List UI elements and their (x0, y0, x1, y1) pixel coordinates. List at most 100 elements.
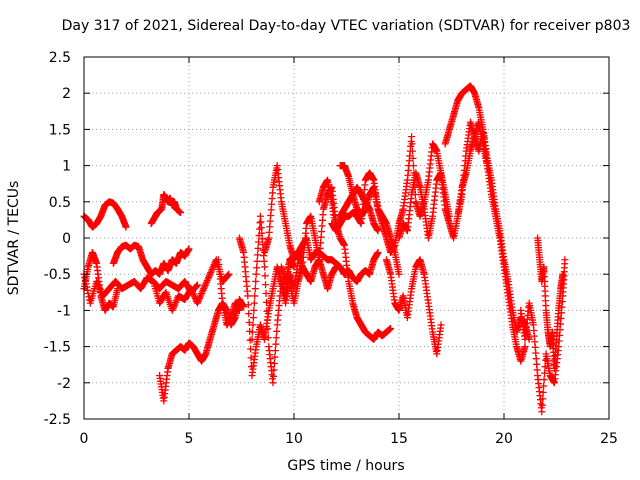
series-arc-6 (149, 256, 233, 314)
data-point (122, 223, 130, 231)
data-point (245, 310, 253, 318)
data-point (207, 269, 215, 277)
data-point (196, 293, 204, 301)
y-tick-label: -1 (57, 303, 71, 319)
data-point (408, 133, 416, 141)
data-point (202, 280, 210, 288)
data-point (561, 256, 569, 264)
x-tick-label: 0 (80, 431, 89, 447)
data-point (263, 307, 271, 315)
y-tick-label: 0 (62, 231, 71, 247)
y-tick-label: -2 (57, 376, 71, 392)
y-tick-label: 0.5 (49, 195, 71, 211)
data-point (224, 271, 232, 279)
data-point (188, 286, 196, 294)
data-point (271, 353, 279, 361)
data-point (263, 316, 271, 324)
data-point (261, 263, 269, 271)
data-point (437, 321, 445, 329)
data-point (200, 283, 208, 291)
data-point (374, 248, 382, 256)
data-point (172, 297, 180, 305)
data-point (197, 291, 205, 299)
data-point (224, 272, 231, 280)
data-point (262, 298, 270, 306)
data-point (194, 298, 202, 306)
data-point (203, 278, 210, 286)
grid-lines (84, 57, 609, 419)
y-tick-label: 2 (62, 86, 71, 102)
data-point (248, 328, 256, 336)
data-point (273, 327, 281, 335)
x-tick-labels: 0 5 10 15 20 25 (80, 431, 618, 447)
data-point (240, 303, 248, 311)
data-point (171, 300, 179, 308)
data-point (193, 282, 201, 290)
data-point (272, 334, 280, 342)
data-point (262, 281, 270, 289)
series-arc-5 (147, 191, 185, 228)
data-point (254, 251, 262, 259)
data-point (264, 325, 272, 333)
data-point (185, 245, 193, 253)
data-point (190, 291, 198, 299)
y-axis-label: SDTVAR / TECUs (6, 181, 22, 296)
y-tick-label: -1.5 (44, 340, 71, 356)
chart-title: Day 317 of 2021, Sidereal Day-to-day VTE… (62, 18, 631, 34)
data-point (244, 292, 252, 300)
data-point (169, 305, 177, 313)
data-point (187, 285, 195, 293)
data-point (206, 270, 214, 278)
series-arc-19 (441, 82, 529, 365)
series-arc-17 (382, 256, 445, 358)
data-point (189, 290, 197, 298)
series-arc-16 (336, 133, 453, 256)
data-point (253, 257, 261, 265)
data-point (270, 359, 278, 367)
data-point (521, 343, 529, 351)
data-point (114, 285, 122, 293)
data-points (80, 82, 569, 416)
data-point (204, 275, 212, 283)
y-tick-label: 2.5 (49, 50, 71, 66)
y-tick-label: 1.5 (49, 122, 71, 138)
series-arc-20 (454, 118, 533, 343)
y-tick-label: -2.5 (44, 412, 71, 428)
data-point (253, 264, 261, 272)
data-point (193, 281, 201, 289)
data-point (172, 298, 180, 306)
data-point (170, 302, 178, 310)
data-point (252, 277, 260, 285)
data-point (409, 154, 417, 162)
x-tick-label: 20 (495, 431, 513, 447)
data-point (261, 272, 269, 280)
data-point (249, 321, 257, 329)
data-point (408, 140, 416, 148)
data-point (250, 306, 258, 314)
series-arc-10 (248, 212, 298, 387)
data-point (192, 283, 200, 291)
data-point (244, 301, 252, 309)
data-point (247, 354, 255, 362)
data-point (252, 270, 260, 278)
data-point (195, 296, 203, 304)
data-point (255, 238, 263, 246)
data-point (395, 270, 403, 278)
x-tick-label: 15 (390, 431, 408, 447)
data-point (256, 219, 264, 227)
data-point (374, 227, 382, 235)
plot-frame (83, 56, 610, 420)
data-point (208, 265, 216, 273)
data-point (205, 273, 213, 281)
data-point (193, 299, 201, 307)
data-point (262, 290, 270, 298)
series-arc-13 (286, 183, 395, 343)
axis-ticks (83, 56, 610, 420)
data-point (254, 244, 262, 252)
data-point (203, 277, 211, 285)
data-point (189, 288, 196, 296)
data-point (247, 345, 255, 353)
data-point (269, 379, 277, 387)
series-arc-8 (214, 256, 248, 329)
